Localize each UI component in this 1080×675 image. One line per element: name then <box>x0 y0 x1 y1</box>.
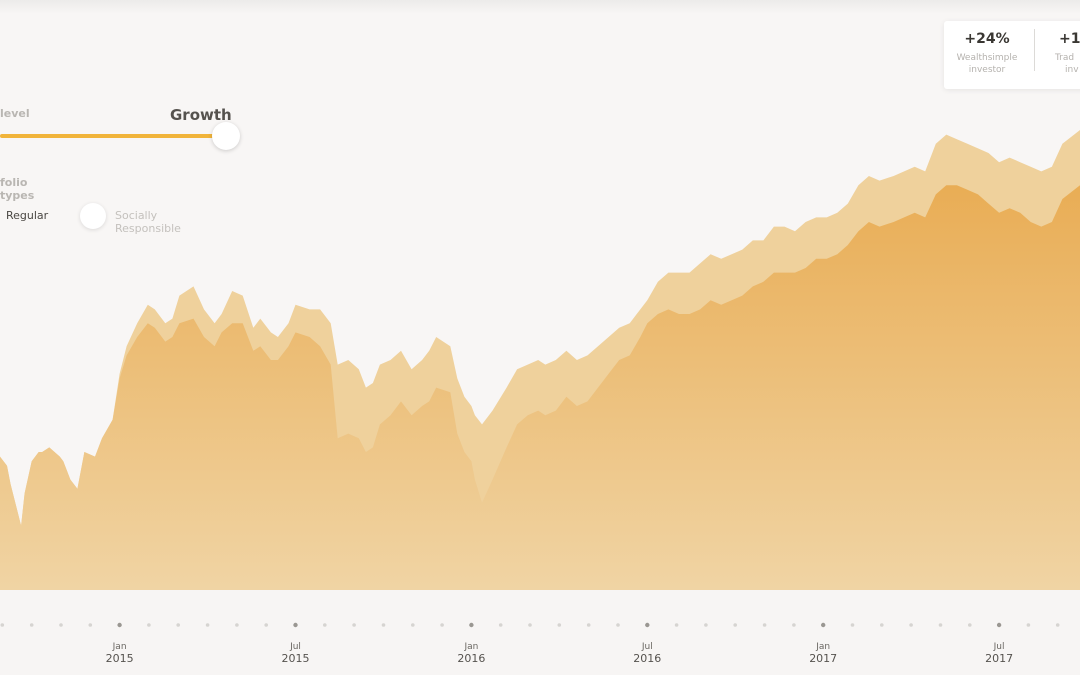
timeline-dot <box>59 623 63 627</box>
return-traditional: +1 Trad inv <box>1041 31 1080 76</box>
x-tick-year: 2017 <box>985 652 1013 665</box>
return-traditional-pct: +1 <box>1059 31 1080 47</box>
return-traditional-label-1: Trad <box>1055 53 1075 63</box>
timeline-dot <box>0 623 5 627</box>
timeline-dot <box>29 623 34 627</box>
return-wealthsimple-label-2: investor <box>968 65 1006 75</box>
timeline-dot <box>323 623 327 627</box>
return-traditional-label-2: inv <box>1065 65 1079 75</box>
return-wealthsimple-pct: +24% <box>964 31 1010 47</box>
return-wealthsimple-label-1: Wealthsimple <box>956 53 1018 63</box>
portfolio-type-socially-responsible[interactable]: Socially Responsible <box>115 209 181 235</box>
timeline-dot <box>909 623 913 627</box>
x-tick-month: Jul <box>289 642 301 652</box>
timeline-dot <box>440 623 444 627</box>
risk-level-label: level <box>0 107 30 120</box>
x-tick-year: 2015 <box>106 652 134 665</box>
x-tick-month: Jan <box>815 642 830 652</box>
return-wealthsimple: +24% Wealthsimple investor <box>947 31 1027 76</box>
timeline-dot <box>850 623 855 627</box>
x-tick-year: 2015 <box>282 652 310 665</box>
timeline-dot <box>1026 623 1031 627</box>
x-tick-month: Jul <box>993 642 1005 652</box>
x-tick-year: 2016 <box>633 652 661 665</box>
timeline-dot <box>968 623 972 627</box>
timeline-dot <box>704 623 708 627</box>
timeline-dot <box>586 623 591 627</box>
timeline-dot <box>352 623 356 627</box>
portfolio-type-toggle[interactable] <box>80 203 106 229</box>
timeline-dot <box>528 623 532 627</box>
timeline-dot <box>498 623 503 627</box>
timeline-dot <box>880 623 884 627</box>
timeline-dot <box>88 623 93 627</box>
top-shadow <box>0 0 1080 14</box>
timeline-tick-dot <box>117 622 122 628</box>
returns-card: +24% Wealthsimple investor +1 Trad inv <box>944 21 1080 89</box>
timeline-tick-dot <box>293 622 298 628</box>
series-area-lower <box>0 185 1080 590</box>
x-tick-year: 2016 <box>457 652 485 665</box>
x-tick-month: Jan <box>463 642 478 652</box>
x-tick-year: 2017 <box>809 652 837 665</box>
timeline-dot <box>176 623 180 627</box>
x-tick-month: Jul <box>641 642 653 652</box>
timeline-dot <box>674 623 679 627</box>
axis-strip <box>0 590 1080 675</box>
timeline-tick-dot <box>469 622 474 628</box>
timeline-dot <box>381 623 386 627</box>
portfolio-types-label: folio types <box>0 176 35 202</box>
risk-slider-track[interactable] <box>0 134 222 138</box>
timeline-dot <box>1055 623 1060 627</box>
timeline-dot <box>205 623 210 627</box>
timeline-dot <box>147 623 151 627</box>
timeline-dot <box>792 623 796 627</box>
risk-slider-handle[interactable] <box>212 122 240 150</box>
timeline-dot <box>616 623 620 627</box>
timeline-tick-dot <box>645 622 650 628</box>
timeline-dot <box>938 623 943 627</box>
portfolio-type-regular[interactable]: Regular <box>6 209 49 222</box>
risk-level-value: Growth <box>170 106 232 124</box>
timeline-tick-dot <box>821 622 826 628</box>
timeline-dot <box>264 623 269 627</box>
timeline-tick-dot <box>996 622 1002 628</box>
timeline-dot <box>733 623 737 627</box>
x-tick-month: Jan <box>112 642 127 652</box>
timeline-dot <box>411 623 415 627</box>
timeline-dot <box>557 623 562 627</box>
card-divider <box>1034 29 1035 71</box>
timeline-dot <box>762 623 767 627</box>
timeline-dot <box>235 623 239 627</box>
